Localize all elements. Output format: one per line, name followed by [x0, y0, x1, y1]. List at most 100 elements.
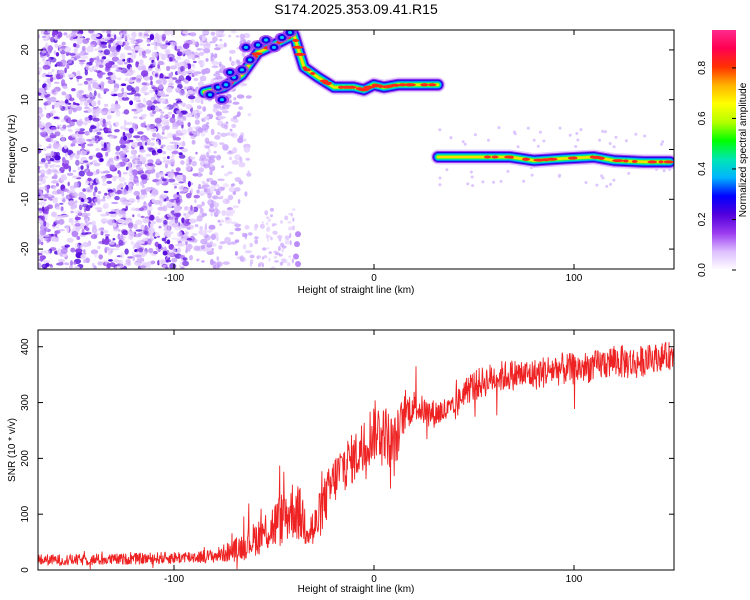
y-tick-label: 0	[20, 146, 31, 152]
noise-speckle	[100, 227, 105, 231]
noise-speckle	[129, 139, 134, 143]
blob-core	[280, 35, 284, 40]
noise-speckle	[227, 242, 232, 246]
noise-speckle	[224, 237, 231, 244]
noise-speckle	[140, 215, 145, 219]
noise-speckle	[144, 193, 148, 198]
noise-speckle	[125, 166, 129, 171]
noise-speckle	[152, 61, 156, 67]
noise-speckle	[110, 103, 116, 108]
noise-speckle	[193, 73, 198, 76]
noise-speckle	[123, 119, 127, 127]
noise-speckle	[41, 74, 46, 78]
noise-speckle	[135, 219, 143, 225]
noise-speckle	[52, 197, 58, 204]
noise-speckle	[116, 44, 122, 50]
noise-speckle	[141, 86, 148, 91]
noise-speckle	[198, 59, 206, 67]
noise-speckle	[227, 171, 233, 175]
noise-speckle	[165, 42, 171, 45]
noise-speckle	[74, 223, 81, 227]
noise-speckle	[497, 126, 501, 130]
noise-speckle	[217, 43, 225, 49]
noise-speckle	[59, 202, 64, 205]
noise-speckle	[283, 259, 288, 264]
noise-speckle	[217, 219, 221, 223]
noise-speckle	[100, 231, 104, 236]
noise-speckle	[189, 39, 196, 46]
noise-speckle	[100, 198, 106, 202]
noise-speckle	[167, 225, 171, 231]
noise-speckle	[178, 108, 183, 111]
noise-speckle	[169, 117, 176, 124]
noise-speckle	[99, 158, 104, 162]
noise-speckle	[103, 49, 111, 56]
noise-speckle	[68, 108, 73, 115]
noise-speckle	[46, 94, 51, 97]
noise-speckle	[69, 32, 77, 38]
noise-speckle	[86, 213, 91, 216]
noise-speckle	[155, 215, 160, 222]
noise-speckle	[44, 105, 47, 111]
noise-speckle	[90, 234, 98, 240]
noise-speckle	[171, 223, 179, 228]
noise-speckle	[133, 111, 139, 115]
noise-speckle	[78, 59, 86, 63]
noise-speckle	[121, 83, 127, 86]
noise-speckle	[288, 255, 292, 258]
noise-speckle	[164, 125, 170, 130]
noise-speckle	[110, 161, 115, 165]
noise-speckle	[154, 46, 158, 50]
noise-speckle	[166, 239, 171, 245]
y-tick-label: 300	[20, 394, 31, 411]
y-tick-label: 200	[20, 450, 31, 467]
noise-speckle	[158, 139, 162, 146]
noise-speckle	[155, 158, 161, 164]
noise-speckle	[151, 189, 159, 196]
noise-speckle	[203, 182, 209, 188]
noise-speckle	[277, 245, 281, 252]
noise-speckle	[239, 33, 245, 39]
noise-speckle	[60, 174, 67, 181]
noise-speckle	[108, 259, 113, 262]
noise-speckle	[228, 49, 236, 54]
noise-speckle	[67, 73, 75, 78]
ridge-peak	[292, 39, 300, 42]
y-tick-label: 20	[20, 44, 31, 56]
noise-speckle	[74, 243, 80, 250]
noise-speckle	[52, 129, 59, 132]
noise-speckle	[112, 222, 117, 227]
noise-speckle	[84, 214, 88, 221]
noise-speckle	[161, 237, 167, 242]
noise-speckle	[40, 132, 46, 137]
noise-speckle	[171, 237, 178, 240]
noise-speckle	[125, 205, 128, 211]
noise-speckle	[183, 213, 187, 216]
noise-speckle	[219, 223, 223, 226]
noise-speckle	[101, 30, 106, 33]
noise-speckle	[47, 159, 51, 165]
noise-speckle	[112, 188, 116, 193]
noise-speckle	[153, 36, 160, 43]
noise-speckle	[157, 60, 164, 66]
noise-speckle	[124, 248, 129, 255]
noise-speckle	[114, 195, 120, 201]
noise-speckle	[78, 191, 85, 198]
noise-speckle	[161, 125, 166, 132]
noise-speckle	[43, 260, 51, 264]
noise-speckle	[655, 167, 658, 171]
noise-speckle	[147, 159, 154, 164]
noise-speckle	[109, 192, 116, 197]
noise-speckle	[200, 245, 206, 250]
y-tick-label: -10	[20, 192, 31, 207]
noise-speckle	[203, 188, 208, 193]
noise-speckle	[286, 262, 291, 267]
noise-speckle	[42, 57, 45, 62]
noise-speckle	[214, 135, 221, 140]
noise-speckle	[189, 156, 196, 160]
noise-speckle	[95, 207, 103, 211]
noise-speckle	[516, 145, 520, 149]
noise-speckle	[62, 124, 67, 129]
noise-speckle	[200, 193, 204, 196]
noise-speckle	[148, 147, 155, 153]
